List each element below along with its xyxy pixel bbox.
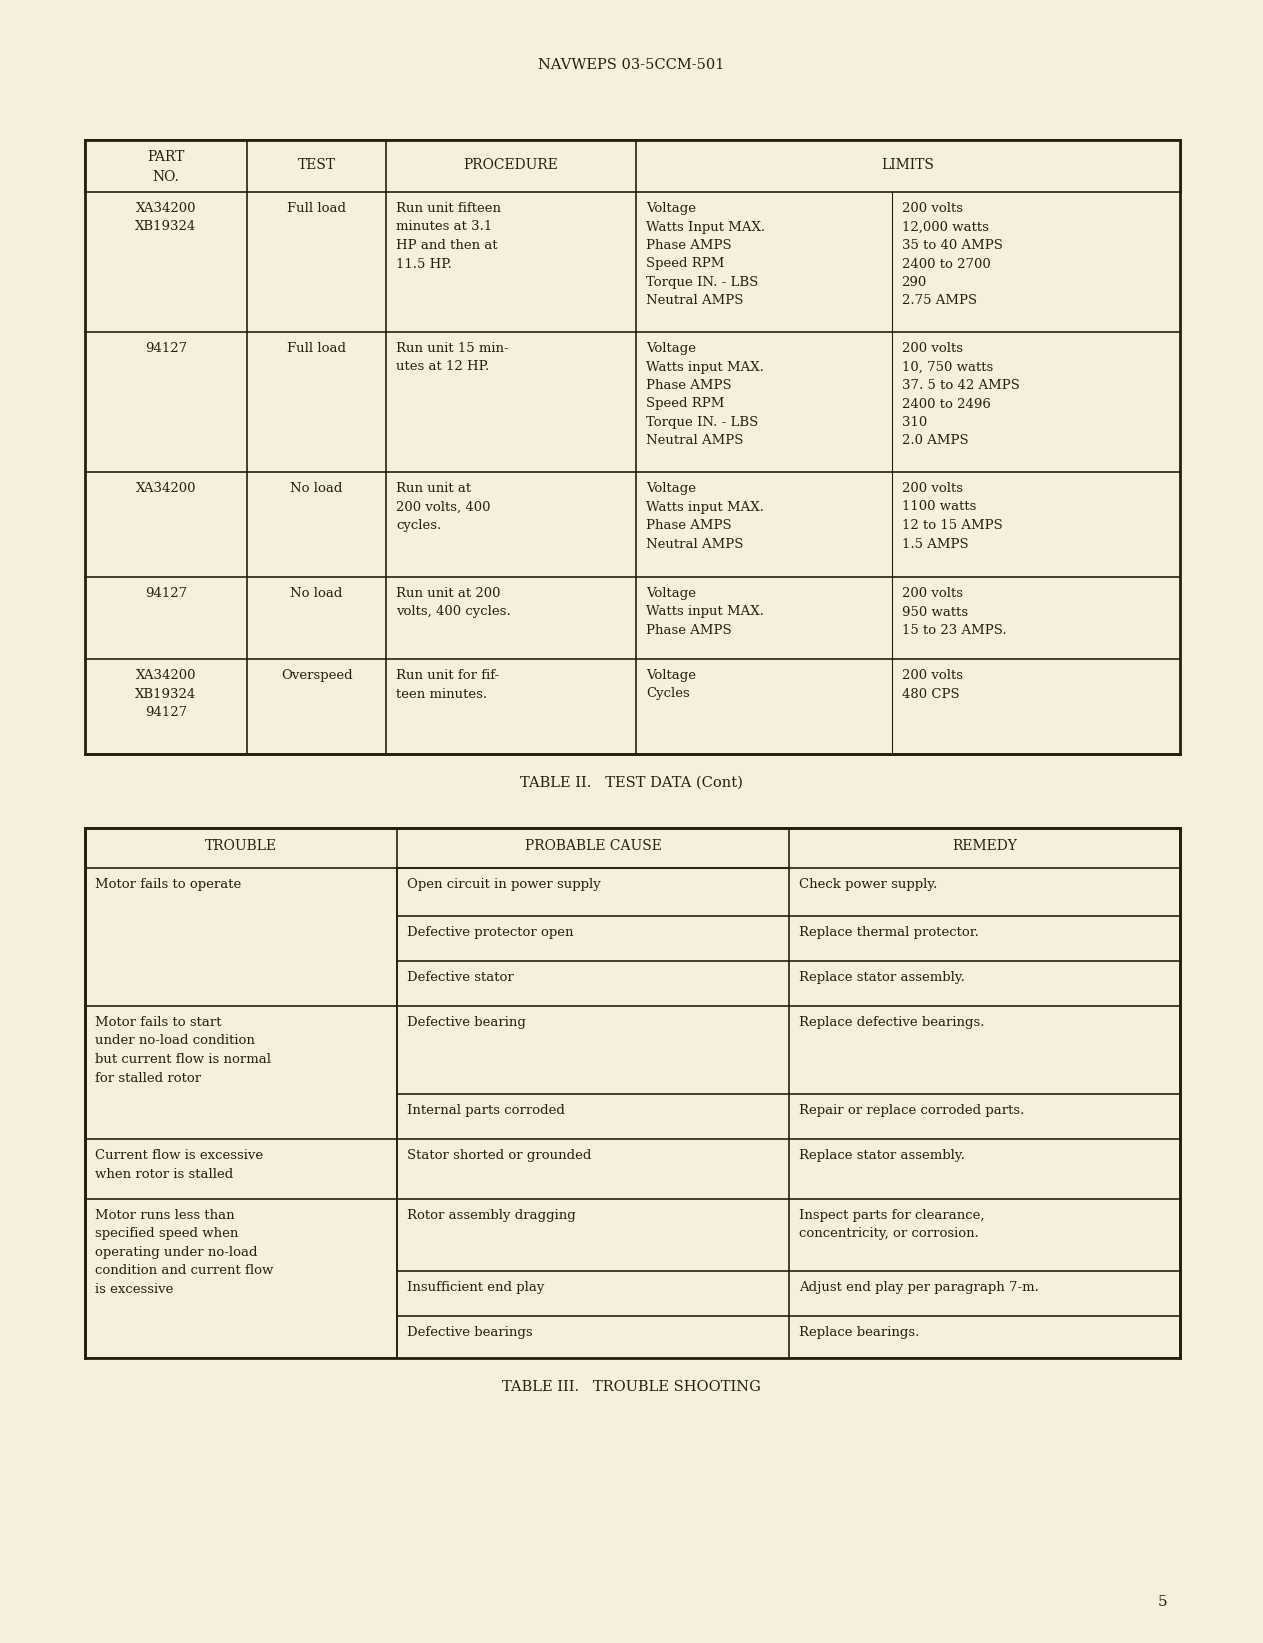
- Text: Voltage
Watts input MAX.
Phase AMPS
Speed RPM
Torque IN. - LBS
Neutral AMPS: Voltage Watts input MAX. Phase AMPS Spee…: [645, 342, 764, 447]
- Text: Overspeed: Overspeed: [280, 669, 352, 682]
- Text: PROCEDURE: PROCEDURE: [464, 158, 558, 173]
- Text: XA34200: XA34200: [136, 481, 196, 495]
- Text: Insufficient end play: Insufficient end play: [407, 1282, 544, 1295]
- Text: Replace thermal protector.: Replace thermal protector.: [799, 927, 979, 940]
- Text: 200 volts
480 CPS: 200 volts 480 CPS: [902, 669, 962, 700]
- Text: Motor runs less than
specified speed when
operating under no-load
condition and : Motor runs less than specified speed whe…: [95, 1209, 273, 1296]
- Text: 200 volts
12,000 watts
35 to 40 AMPS
2400 to 2700
290
2.75 AMPS: 200 volts 12,000 watts 35 to 40 AMPS 240…: [902, 202, 1003, 307]
- Text: TABLE III.   TROUBLE SHOOTING: TABLE III. TROUBLE SHOOTING: [503, 1380, 760, 1393]
- Text: Run unit for fif-
teen minutes.: Run unit for fif- teen minutes.: [397, 669, 499, 700]
- Text: Repair or replace corroded parts.: Repair or replace corroded parts.: [799, 1104, 1024, 1117]
- Text: Run unit 15 min-
utes at 12 HP.: Run unit 15 min- utes at 12 HP.: [397, 342, 509, 373]
- Text: Run unit at 200
volts, 400 cycles.: Run unit at 200 volts, 400 cycles.: [397, 587, 510, 618]
- Text: Defective bearing: Defective bearing: [407, 1015, 525, 1029]
- Text: TABLE II.   TEST DATA (Cont): TABLE II. TEST DATA (Cont): [520, 775, 743, 790]
- Text: Full load: Full load: [287, 342, 346, 355]
- Text: 94127: 94127: [145, 587, 187, 600]
- Text: Run unit at
200 volts, 400
cycles.: Run unit at 200 volts, 400 cycles.: [397, 481, 490, 532]
- Text: Voltage
Watts input MAX.
Phase AMPS
Neutral AMPS: Voltage Watts input MAX. Phase AMPS Neut…: [645, 481, 764, 550]
- Text: Motor fails to start
under no-load condition
but current flow is normal
for stal: Motor fails to start under no-load condi…: [95, 1015, 272, 1084]
- Text: LIMITS: LIMITS: [882, 158, 935, 173]
- Text: Current flow is excessive
when rotor is stalled: Current flow is excessive when rotor is …: [95, 1148, 263, 1181]
- Text: Run unit fifteen
minutes at 3.1
HP and then at
11.5 HP.: Run unit fifteen minutes at 3.1 HP and t…: [397, 202, 501, 271]
- Text: Check power supply.: Check power supply.: [799, 877, 937, 891]
- Text: XA34200
XB19324: XA34200 XB19324: [135, 202, 197, 233]
- Text: Internal parts corroded: Internal parts corroded: [407, 1104, 565, 1117]
- Text: Voltage
Cycles: Voltage Cycles: [645, 669, 696, 700]
- Text: Replace defective bearings.: Replace defective bearings.: [799, 1015, 985, 1029]
- Text: NAVWEPS 03-5CCM-501: NAVWEPS 03-5CCM-501: [538, 58, 725, 72]
- Text: Stator shorted or grounded: Stator shorted or grounded: [407, 1148, 591, 1162]
- Bar: [85, 140, 1180, 754]
- Text: No load: No load: [290, 481, 342, 495]
- Text: 200 volts
1100 watts
12 to 15 AMPS
1.5 AMPS: 200 volts 1100 watts 12 to 15 AMPS 1.5 A…: [902, 481, 1003, 550]
- Text: No load: No load: [290, 587, 342, 600]
- Text: Rotor assembly dragging: Rotor assembly dragging: [407, 1209, 576, 1222]
- Text: Replace stator assembly.: Replace stator assembly.: [799, 1148, 965, 1162]
- Text: Adjust end play per paragraph 7-m.: Adjust end play per paragraph 7-m.: [799, 1282, 1039, 1295]
- Text: Replace stator assembly.: Replace stator assembly.: [799, 971, 965, 984]
- Text: Open circuit in power supply: Open circuit in power supply: [407, 877, 601, 891]
- Text: Defective stator: Defective stator: [407, 971, 514, 984]
- Text: Voltage
Watts Input MAX.
Phase AMPS
Speed RPM
Torque IN. - LBS
Neutral AMPS: Voltage Watts Input MAX. Phase AMPS Spee…: [645, 202, 765, 307]
- Text: REMEDY: REMEDY: [952, 840, 1017, 853]
- Text: PROBABLE CAUSE: PROBABLE CAUSE: [524, 840, 662, 853]
- Text: Full load: Full load: [287, 202, 346, 215]
- Text: 200 volts
950 watts
15 to 23 AMPS.: 200 volts 950 watts 15 to 23 AMPS.: [902, 587, 1007, 637]
- Text: TEST: TEST: [298, 158, 336, 173]
- Text: Replace bearings.: Replace bearings.: [799, 1326, 919, 1339]
- Text: Defective bearings: Defective bearings: [407, 1326, 533, 1339]
- Text: 5: 5: [1158, 1595, 1167, 1608]
- Text: Voltage
Watts input MAX.
Phase AMPS: Voltage Watts input MAX. Phase AMPS: [645, 587, 764, 637]
- Bar: [85, 140, 1180, 192]
- Text: 200 volts
10, 750 watts
37. 5 to 42 AMPS
2400 to 2496
310
2.0 AMPS: 200 volts 10, 750 watts 37. 5 to 42 AMPS…: [902, 342, 1019, 447]
- Text: Inspect parts for clearance,
concentricity, or corrosion.: Inspect parts for clearance, concentrici…: [799, 1209, 985, 1240]
- Text: XA34200
XB19324
94127: XA34200 XB19324 94127: [135, 669, 197, 720]
- Text: TROUBLE: TROUBLE: [205, 840, 277, 853]
- Text: PART
NO.: PART NO.: [148, 150, 184, 184]
- Bar: [85, 828, 1180, 1359]
- Text: Defective protector open: Defective protector open: [407, 927, 573, 940]
- Text: Motor fails to operate: Motor fails to operate: [95, 877, 241, 891]
- Text: 94127: 94127: [145, 342, 187, 355]
